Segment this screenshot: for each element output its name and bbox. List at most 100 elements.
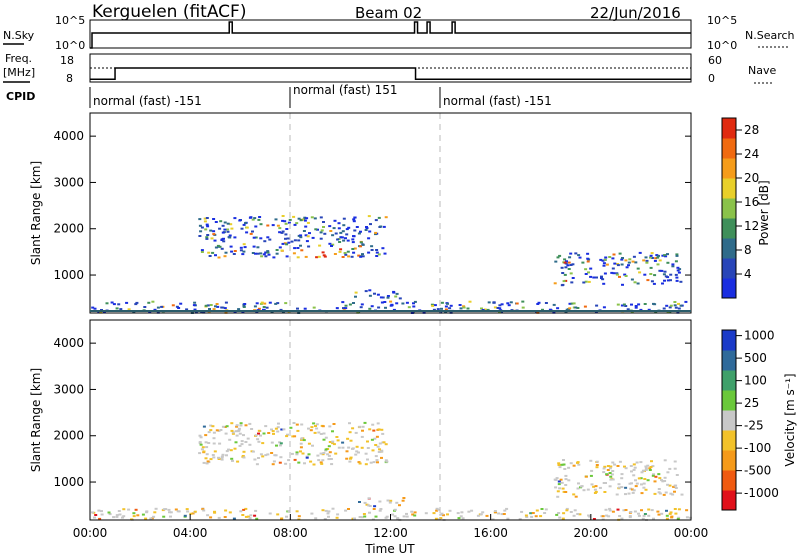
echo-cell	[238, 219, 242, 222]
echo-cell	[223, 228, 227, 231]
echo-cell	[639, 461, 643, 464]
echo-cell	[359, 306, 363, 309]
echo-cell	[602, 264, 606, 267]
echo-cell	[234, 430, 238, 433]
echo-cell	[217, 456, 220, 459]
echo-cell	[153, 511, 157, 514]
echo-cell	[251, 450, 255, 453]
echo-cell	[649, 466, 653, 468]
echo-cell	[174, 508, 178, 511]
echo-cell	[603, 258, 607, 261]
echo-cell	[268, 238, 272, 241]
echo-cell	[370, 438, 374, 441]
echo-cell	[367, 504, 371, 507]
echo-cell	[316, 228, 319, 231]
colorbar-tick-label: -100	[744, 441, 771, 455]
echo-cell	[257, 457, 260, 459]
echo-cell	[245, 231, 249, 234]
echo-cell	[664, 255, 668, 258]
echo-cell	[376, 422, 380, 425]
echo-cell	[668, 467, 672, 470]
echo-cell	[242, 305, 246, 308]
echo-cell	[264, 251, 268, 254]
echo-cell	[168, 511, 171, 514]
echo-cell	[645, 259, 649, 262]
echo-cell	[341, 230, 345, 233]
echo-cell	[117, 510, 121, 512]
echo-cell	[389, 300, 393, 303]
echo-cell	[576, 461, 579, 464]
echo-cell	[217, 516, 221, 519]
echo-cell	[278, 461, 282, 464]
nsearch-label: N.Search	[745, 29, 795, 42]
echo-cell	[117, 303, 121, 306]
echo-cell	[176, 510, 180, 513]
echo-cell	[136, 514, 140, 517]
echo-cell	[569, 264, 573, 266]
echo-cell	[198, 235, 202, 237]
echo-cell	[353, 216, 357, 219]
echo-cell	[437, 508, 441, 511]
echo-cell	[285, 435, 289, 438]
echo-cell	[115, 515, 119, 518]
echo-cell	[276, 302, 280, 305]
echo-cell	[321, 509, 325, 512]
echo-cell	[634, 261, 638, 264]
echo-cell	[608, 507, 612, 510]
echo-cell	[219, 220, 223, 223]
echo-cell	[601, 259, 605, 262]
echo-cell	[286, 433, 289, 436]
echo-cell	[267, 432, 271, 434]
echo-cell	[642, 514, 646, 517]
echo-cell	[386, 295, 390, 297]
echo-cell	[214, 305, 217, 308]
echo-cell	[658, 492, 662, 495]
echo-cell	[616, 303, 620, 306]
echo-cell	[206, 460, 210, 463]
echo-cell	[211, 454, 215, 456]
echo-cell	[339, 231, 343, 234]
echo-cell	[509, 301, 513, 304]
colorbar-swatch	[722, 278, 736, 299]
echo-cell	[218, 227, 222, 230]
echo-cell	[243, 303, 247, 305]
echo-cell	[144, 517, 148, 520]
echo-cell	[361, 255, 365, 258]
echo-cell	[230, 422, 234, 425]
echo-cell	[270, 452, 274, 454]
echo-cell	[561, 517, 565, 520]
echo-cell	[167, 508, 171, 511]
echo-cell	[389, 499, 393, 502]
echo-cell	[363, 515, 367, 518]
echo-cell	[378, 448, 381, 451]
echo-cell	[266, 236, 270, 239]
echo-cell	[240, 227, 244, 230]
echo-cell	[558, 254, 562, 257]
colorbar-tick-label: 500	[744, 351, 767, 365]
echo-cell	[292, 422, 296, 424]
echo-cell	[390, 304, 394, 307]
echo-cell	[620, 263, 624, 266]
echo-cell	[283, 220, 287, 223]
echo-cell	[312, 422, 316, 425]
echo-cell	[470, 509, 474, 512]
echo-cell	[355, 445, 359, 448]
echo-cell	[274, 218, 278, 221]
echo-cell	[304, 255, 308, 258]
echo-cell	[274, 427, 278, 430]
echo-cell	[204, 304, 208, 307]
echo-cell	[673, 301, 677, 303]
echo-cell	[256, 438, 260, 441]
echo-cell	[572, 302, 576, 305]
echo-cell	[685, 509, 689, 512]
echo-cell	[352, 251, 356, 254]
echo-cell	[374, 515, 378, 518]
echo-cell	[345, 457, 349, 460]
echo-cell	[342, 307, 345, 310]
echo-cell	[602, 306, 606, 309]
echo-cell	[289, 426, 293, 429]
echo-cell	[171, 304, 175, 307]
echo-cell	[295, 451, 299, 454]
echo-cell	[248, 443, 252, 446]
echo-cell	[350, 255, 354, 258]
